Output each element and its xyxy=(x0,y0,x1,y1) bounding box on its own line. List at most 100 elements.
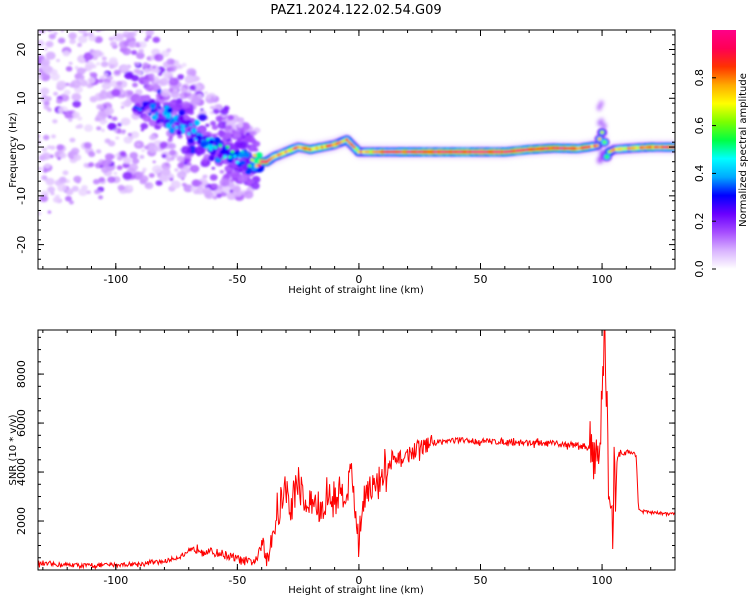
spectrogram-noise-blob xyxy=(67,2,76,10)
spectrogram-ridge-blob xyxy=(193,119,200,126)
spectrogram-noise-blob xyxy=(218,162,223,166)
spectrogram-noise-blob xyxy=(136,52,145,60)
spectrogram-noise-blob xyxy=(181,101,191,109)
spectrogram-noise-blob xyxy=(47,107,52,112)
spectrogram-noise-blob xyxy=(174,168,179,172)
spectrogram-x-tick-label: -50 xyxy=(228,273,246,286)
spectrogram-noise-blob xyxy=(233,132,241,139)
spectrogram-noise-blob xyxy=(70,8,75,12)
spectrogram-noise-blob xyxy=(39,195,49,203)
spectrogram-noise-blob xyxy=(183,184,194,193)
snr-series-line xyxy=(38,330,675,570)
spectrogram-ridge-core-segment xyxy=(442,150,446,154)
spectrogram-noise-blob xyxy=(84,124,93,132)
spectrogram-noise-blob xyxy=(194,76,201,81)
spectrogram-noise-blob xyxy=(87,31,94,37)
spectrogram-noise-blob xyxy=(184,158,190,164)
spectrogram-noise-blob xyxy=(154,53,164,62)
spectrogram-noise-blob xyxy=(88,0,97,2)
spectrogram-noise-blob xyxy=(128,185,133,190)
spectrogram-noise-blob xyxy=(138,49,144,54)
spectrogram-ridge-core-segment xyxy=(349,143,354,147)
spectrogram-noise-blob xyxy=(170,180,181,189)
spectrogram-noise-blob xyxy=(68,61,73,65)
spectrogram-noise-blob xyxy=(86,83,93,89)
spectrogram-noise-blob xyxy=(190,186,197,192)
spectrogram-spike-blob xyxy=(597,104,602,111)
spectrogram-noise-blob xyxy=(119,11,124,15)
spectrogram-ridge-core-segment xyxy=(267,158,271,162)
spectrogram-noise-blob xyxy=(177,64,182,69)
spectrogram-noise-blob xyxy=(152,160,156,164)
spectrogram-noise-blob xyxy=(169,149,177,156)
spectrogram-noise-blob xyxy=(117,184,125,191)
spectrogram-ridge-core-segment xyxy=(148,112,152,116)
spectrogram-noise-blob xyxy=(169,67,175,72)
spectrogram-noise-blob xyxy=(212,105,217,108)
spectrogram-noise-blob xyxy=(65,195,72,202)
spectrogram-noise-blob xyxy=(166,58,175,65)
spectrogram-noise-blob xyxy=(114,69,121,76)
spectrogram-noise-blob xyxy=(108,36,114,41)
spectrogram-noise-blob xyxy=(139,154,145,159)
spectrogram-noise-blob xyxy=(204,191,215,200)
figure-title: PAZ1.2024.122.02.54.G09 xyxy=(270,3,441,18)
spectrogram-noise-blob xyxy=(120,101,125,106)
spectrogram-noise-blob xyxy=(189,164,200,173)
spectrogram-ridge-blob xyxy=(207,143,214,150)
snr-x-tick-label: 0 xyxy=(355,574,362,587)
spectrogram-noise-blob xyxy=(98,91,110,100)
spectrogram-ridge-blob xyxy=(238,152,245,158)
spectrogram-noise-blob xyxy=(172,99,177,103)
spectrogram-noise-blob xyxy=(138,41,147,49)
spectrogram-noise-blob xyxy=(56,144,64,151)
spectrogram-noise-blob xyxy=(44,163,51,169)
spectrogram-noise-blob xyxy=(52,196,61,203)
spectrogram-noise-blob xyxy=(74,73,82,79)
spectrogram-noise-blob xyxy=(59,152,67,159)
spectrogram-noise-blob xyxy=(77,123,84,129)
spectrogram-noise-blob xyxy=(229,189,234,193)
spectrogram-noise-blob xyxy=(83,162,90,168)
spectrogram-noise-blob xyxy=(194,146,205,155)
spectrogram-noise-blob xyxy=(97,190,101,194)
spectrogram-noise-blob xyxy=(140,128,145,132)
spectrogram-ridge-core-segment xyxy=(488,150,493,154)
spectrogram-noise-blob xyxy=(71,185,79,192)
spectrogram-noise-blob xyxy=(148,173,155,178)
spectrogram-x-tick-label: -100 xyxy=(103,273,128,286)
spectrogram-noise-blob xyxy=(70,79,81,89)
spectrogram-noise-blob xyxy=(44,6,52,13)
spectrogram-noise-blob xyxy=(96,62,101,66)
spectrogram-noise-blob xyxy=(73,154,82,161)
spectrogram-noise-blob xyxy=(161,168,171,176)
spectrogram-ridge-core-segment xyxy=(228,155,232,159)
spectrogram-ridge-core-segment xyxy=(186,132,191,136)
spectrogram-noise-blob xyxy=(127,132,132,137)
spectrogram-noise-blob xyxy=(43,134,50,141)
spectrogram-noise-blob xyxy=(168,77,179,86)
snr-frame xyxy=(37,329,676,571)
spectrogram-noise-blob xyxy=(41,175,48,181)
spectrogram-ridge-blob xyxy=(188,137,194,144)
spectrogram-noise-blob xyxy=(107,140,116,147)
spectrogram-ridge-mid-segment xyxy=(253,157,261,164)
spectrogram-ridge-core-segment xyxy=(466,150,471,154)
spectrogram-noise-blob xyxy=(169,177,174,182)
spectrogram-ridge-blob xyxy=(165,122,172,129)
colorbar-ticks: 0.0 0.2 0.4 0.6 0.8 xyxy=(693,69,716,278)
spectrogram-noise-blob xyxy=(98,5,104,10)
spectrogram-noise-blob xyxy=(132,20,141,28)
spectrogram-noise-blob xyxy=(107,122,117,131)
spectrogram-noise-blob xyxy=(65,82,70,86)
spectrogram-noise-blob xyxy=(216,184,223,190)
spectrogram-noise-blob xyxy=(96,126,102,131)
spectrogram-noise-blob xyxy=(145,30,155,36)
spectrogram-ridge-core-segment xyxy=(410,150,415,154)
spectrogram-ridge-core-segment xyxy=(252,154,257,158)
spectrogram-noise-blob xyxy=(202,159,209,165)
spectrogram-noise-blob xyxy=(69,38,76,45)
spectrogram-ridge-core-segment xyxy=(225,145,230,149)
spectrogram-noise-blob xyxy=(98,195,104,200)
spectrogram-noise-blob xyxy=(72,111,80,119)
